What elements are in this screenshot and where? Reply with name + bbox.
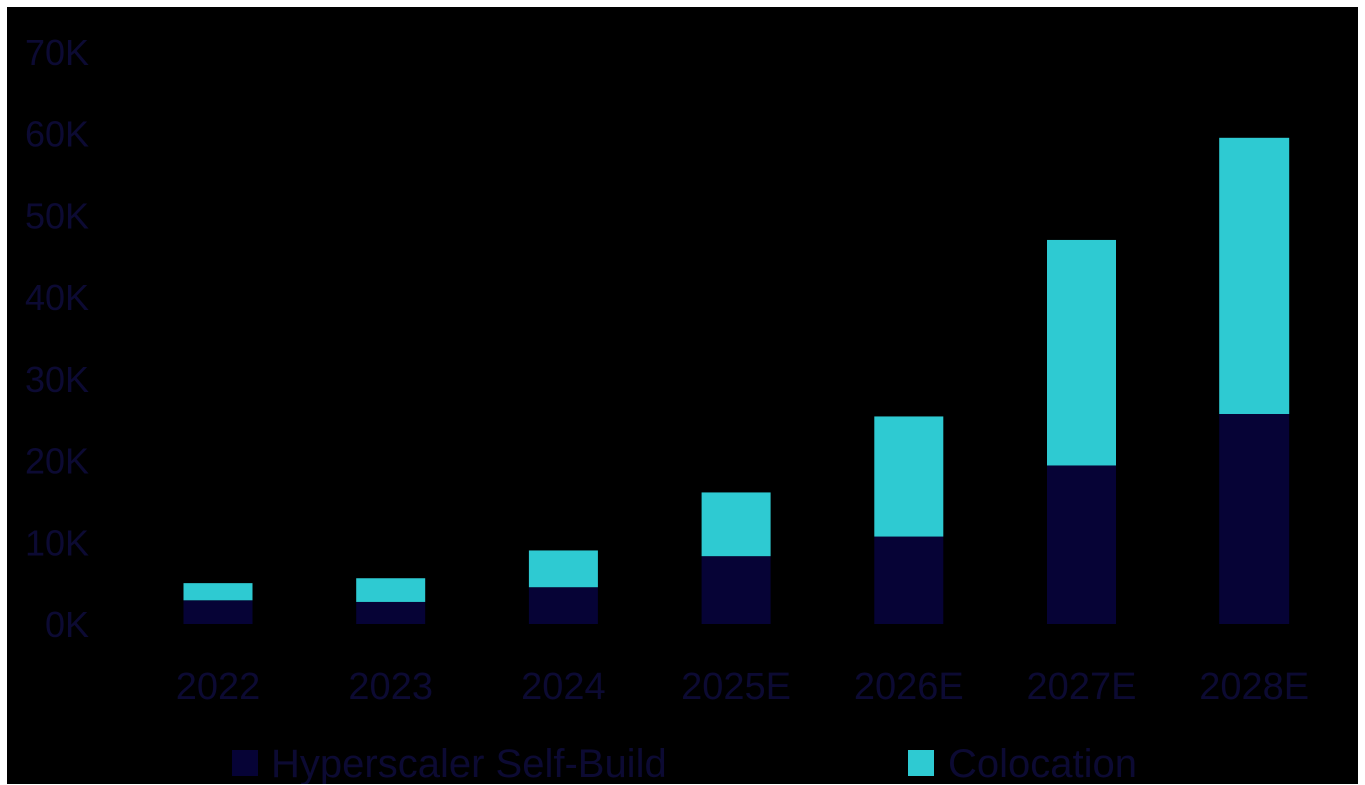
legend-label-hyperscaler-self-build: Hyperscaler Self-Build (271, 742, 667, 784)
y-tick-label: 0K (45, 604, 89, 645)
bar-hyperscaler-self-build-2027E (1047, 465, 1116, 624)
bar-hyperscaler-self-build-2028E (1219, 413, 1290, 624)
x-tick-label: 2027E (1027, 666, 1137, 708)
y-tick-label: 30K (25, 359, 89, 400)
legend-swatch-colocation (908, 750, 934, 776)
bars (183, 137, 1290, 624)
bar-colocation-2027E (1047, 239, 1116, 466)
y-tick-label: 40K (25, 277, 89, 318)
bar-hyperscaler-self-build-2026E (874, 536, 944, 624)
stacked-bar-chart: 0K 10K 20K 30K 40K 50K 60K 70K 2022 2023 2024 2025… (25, 32, 1309, 784)
y-axis: 0K 10K 20K 30K 40K 50K 60K 70K (25, 32, 89, 645)
legend-label-colocation: Colocation (948, 742, 1137, 784)
y-tick-label: 50K (25, 195, 89, 236)
y-tick-label: 70K (25, 32, 89, 73)
x-tick-label: 2022 (176, 666, 261, 708)
x-tick-label: 2025E (681, 666, 791, 708)
bar-colocation-2028E (1219, 137, 1290, 414)
x-tick-label: 2024 (521, 666, 606, 708)
x-tick-label: 2023 (348, 666, 433, 708)
bar-hyperscaler-self-build-2024 (528, 587, 598, 624)
bar-hyperscaler-self-build-2022 (183, 600, 253, 624)
bar-colocation-2022 (183, 583, 253, 601)
bar-hyperscaler-self-build-2025E (701, 556, 771, 624)
legend-swatch-hyperscaler-self-build (232, 750, 258, 776)
y-tick-label: 60K (25, 114, 89, 155)
bar-colocation-2023 (356, 578, 426, 602)
x-tick-label: 2028E (1199, 666, 1309, 708)
bar-colocation-2025E (701, 492, 771, 557)
y-tick-label: 20K (25, 441, 89, 482)
bar-hyperscaler-self-build-2023 (356, 601, 426, 624)
legend: Hyperscaler Self-Build Colocation (232, 742, 1137, 784)
x-tick-label: 2026E (854, 666, 964, 708)
y-tick-label: 10K (25, 522, 89, 563)
x-axis: 2022 2023 2024 2025E 2026E 2027E 2028E (176, 666, 1309, 708)
bar-colocation-2026E (874, 416, 944, 537)
bar-colocation-2024 (528, 550, 598, 588)
chart-frame: 0K 10K 20K 30K 40K 50K 60K 70K 2022 2023 2024 2025… (7, 7, 1358, 784)
